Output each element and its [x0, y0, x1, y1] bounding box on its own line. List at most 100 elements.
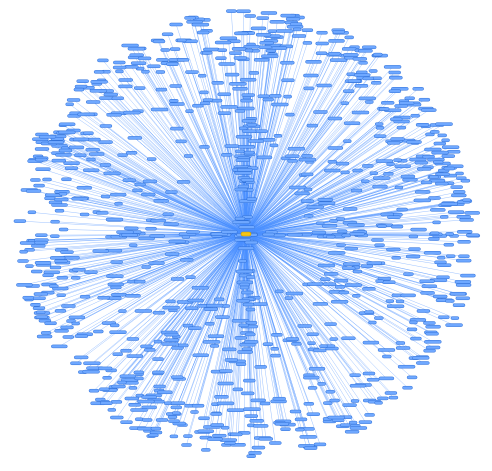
- graph-node[interactable]: [429, 175, 439, 179]
- graph-node[interactable]: [424, 340, 442, 344]
- graph-node[interactable]: [166, 62, 179, 66]
- graph-node[interactable]: [110, 285, 122, 290]
- graph-node[interactable]: [362, 340, 380, 345]
- graph-node[interactable]: [388, 89, 402, 93]
- graph-node[interactable]: [112, 352, 123, 356]
- graph-node[interactable]: [303, 86, 314, 91]
- graph-node[interactable]: [244, 240, 259, 245]
- graph-node[interactable]: [414, 160, 429, 165]
- graph-node[interactable]: [425, 331, 439, 336]
- graph-node[interactable]: [213, 297, 225, 302]
- graph-node[interactable]: [202, 51, 213, 55]
- graph-node[interactable]: [238, 323, 249, 328]
- graph-node[interactable]: [127, 46, 146, 51]
- graph-node[interactable]: [275, 289, 284, 294]
- graph-node[interactable]: [243, 340, 259, 344]
- graph-node[interactable]: [201, 448, 211, 452]
- graph-node[interactable]: [256, 155, 273, 160]
- graph-node[interactable]: [341, 336, 356, 341]
- graph-node[interactable]: [118, 78, 133, 82]
- graph-node[interactable]: [185, 70, 199, 74]
- graph-node[interactable]: [232, 387, 244, 392]
- graph-node[interactable]: [306, 332, 319, 337]
- graph-node[interactable]: [412, 87, 424, 91]
- graph-node[interactable]: [145, 226, 157, 231]
- graph-node[interactable]: [307, 341, 316, 345]
- graph-node[interactable]: [240, 391, 255, 396]
- graph-node[interactable]: [162, 305, 180, 310]
- graph-node[interactable]: [377, 348, 396, 352]
- graph-node[interactable]: [344, 35, 354, 40]
- graph-node[interactable]: [169, 84, 182, 88]
- graph-node[interactable]: [340, 101, 350, 105]
- graph-node[interactable]: [335, 161, 350, 166]
- graph-node[interactable]: [244, 14, 256, 18]
- graph-node[interactable]: [456, 215, 471, 219]
- graph-node[interactable]: [289, 22, 303, 26]
- graph-node[interactable]: [125, 151, 138, 155]
- graph-node[interactable]: [177, 38, 187, 43]
- graph-node[interactable]: [402, 177, 418, 182]
- graph-node[interactable]: [354, 84, 369, 88]
- graph-node[interactable]: [30, 269, 43, 274]
- graph-node[interactable]: [34, 147, 50, 151]
- graph-node[interactable]: [234, 336, 248, 340]
- graph-node[interactable]: [259, 41, 274, 45]
- graph-node[interactable]: [202, 98, 214, 102]
- graph-node[interactable]: [369, 171, 379, 175]
- graph-node[interactable]: [118, 309, 127, 313]
- graph-node[interactable]: [350, 399, 360, 403]
- graph-node[interactable]: [465, 233, 480, 237]
- graph-node[interactable]: [249, 419, 264, 423]
- graph-node[interactable]: [358, 420, 373, 424]
- graph-node[interactable]: [42, 177, 52, 182]
- graph-node[interactable]: [349, 373, 361, 377]
- graph-node[interactable]: [350, 188, 363, 193]
- graph-node[interactable]: [207, 437, 223, 441]
- graph-node[interactable]: [70, 276, 81, 280]
- graph-node[interactable]: [455, 296, 471, 301]
- graph-node[interactable]: [121, 233, 138, 237]
- graph-node[interactable]: [35, 315, 49, 319]
- graph-node[interactable]: [217, 92, 232, 97]
- graph-node[interactable]: [120, 420, 133, 424]
- graph-node[interactable]: [188, 326, 202, 330]
- graph-node[interactable]: [336, 229, 348, 234]
- graph-node[interactable]: [362, 76, 374, 81]
- graph-node[interactable]: [100, 194, 111, 199]
- graph-node[interactable]: [133, 370, 145, 375]
- graph-node[interactable]: [395, 346, 411, 350]
- graph-node[interactable]: [316, 30, 328, 35]
- graph-node[interactable]: [460, 178, 471, 183]
- graph-node[interactable]: [294, 191, 310, 196]
- graph-node[interactable]: [68, 145, 85, 150]
- graph-node[interactable]: [409, 157, 427, 162]
- graph-node[interactable]: [150, 107, 169, 112]
- graph-node[interactable]: [334, 285, 346, 289]
- graph-node[interactable]: [358, 61, 368, 65]
- graph-node[interactable]: [406, 327, 418, 332]
- graph-node[interactable]: [103, 92, 119, 97]
- graph-node[interactable]: [99, 124, 113, 128]
- graph-node[interactable]: [35, 310, 46, 315]
- graph-node[interactable]: [434, 260, 447, 265]
- graph-node[interactable]: [58, 192, 68, 196]
- graph-node[interactable]: [156, 58, 169, 62]
- graph-node[interactable]: [44, 196, 56, 201]
- graph-node[interactable]: [269, 94, 282, 98]
- graph-node[interactable]: [294, 417, 308, 422]
- graph-node[interactable]: [358, 49, 373, 53]
- graph-node[interactable]: [66, 98, 81, 102]
- graph-node[interactable]: [103, 171, 121, 176]
- graph-node[interactable]: [377, 224, 387, 228]
- graph-node[interactable]: [205, 303, 224, 308]
- graph-node[interactable]: [161, 342, 179, 346]
- graph-node[interactable]: [209, 344, 220, 348]
- graph-node[interactable]: [388, 70, 401, 75]
- graph-node[interactable]: [323, 272, 339, 276]
- graph-node[interactable]: [50, 219, 60, 224]
- graph-node[interactable]: [74, 84, 88, 89]
- graph-node[interactable]: [79, 212, 90, 217]
- graph-node[interactable]: [38, 134, 57, 139]
- graph-node[interactable]: [396, 207, 408, 212]
